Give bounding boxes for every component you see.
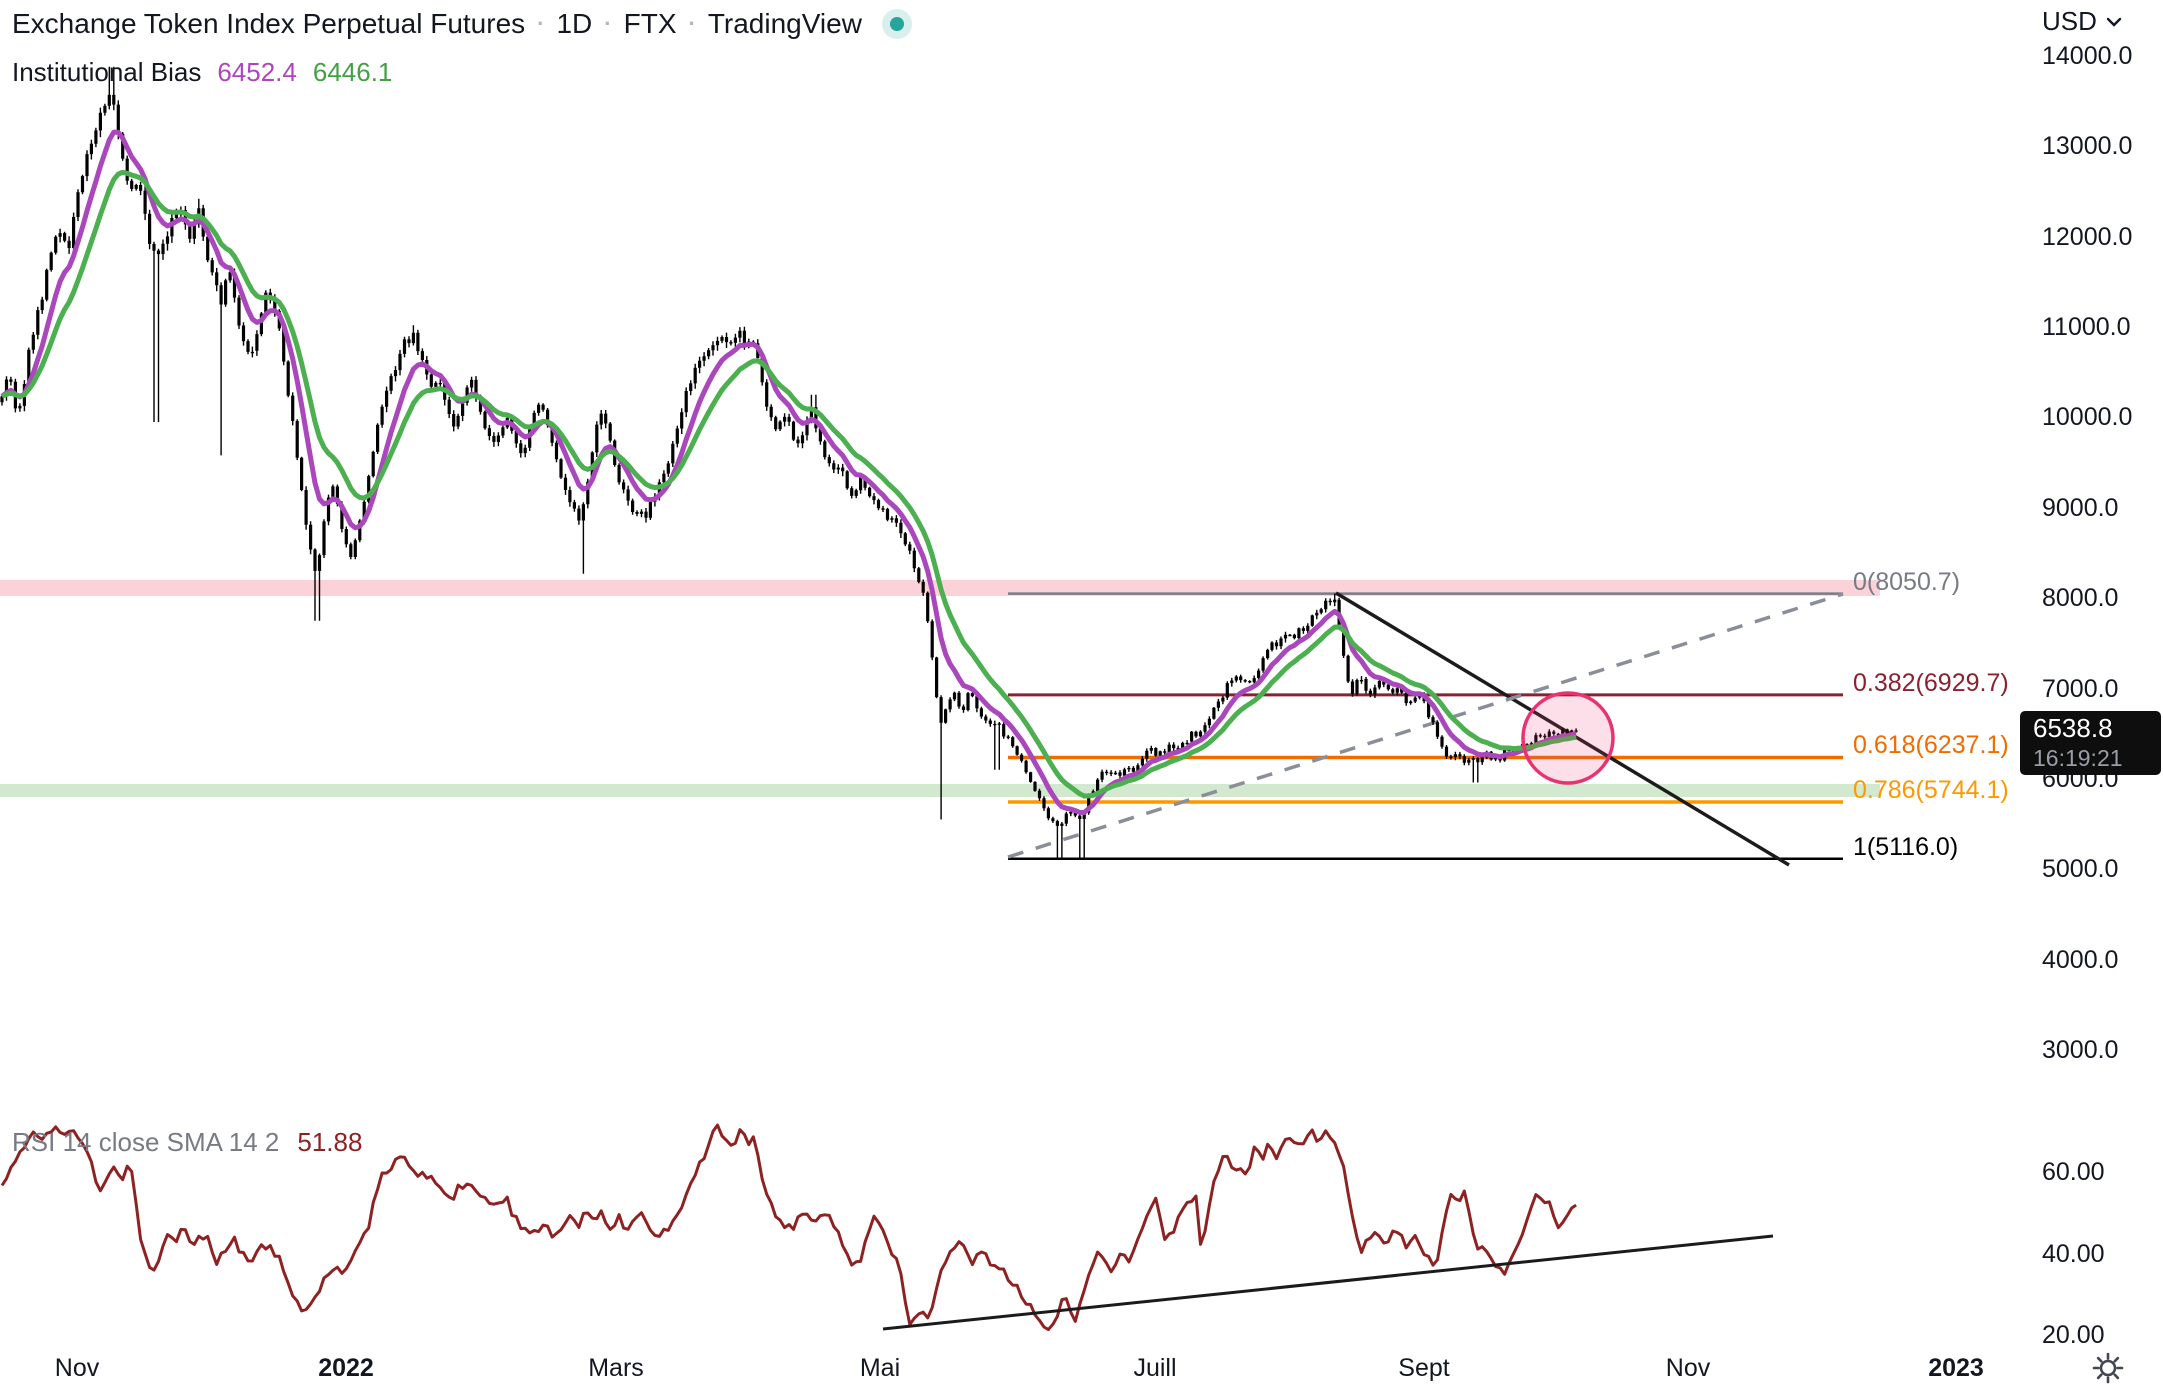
moving-averages [0,129,1577,815]
price-axis-label: 13000.0 [2042,132,2133,161]
time-axis-label: 2023 [1928,1354,1984,1382]
fib-level-label: 0.786(5744.1) [1853,776,2009,804]
separator-dot: · [537,11,545,36]
separator-dot: · [688,11,696,36]
symbol-header[interactable]: Exchange Token Index Perpetual Futures ·… [12,8,912,40]
symbol-title[interactable]: Exchange Token Index Perpetual Futures [12,8,526,39]
candlesticks [0,66,1578,859]
interval-label[interactable]: 1D [556,8,593,39]
rsi-axis-label: 20.00 [2042,1321,2105,1349]
support-zone [0,784,1880,797]
time-axis-label: Mars [588,1354,644,1382]
rising-dashed-support [1007,592,1844,859]
fib-level-label: 0.618(6237.1) [1853,731,2009,760]
time-axis-label: Juill [1133,1354,1177,1382]
market-status-core [889,17,904,31]
time-axis-label: Nov [54,1354,100,1382]
indicator-legend[interactable]: Institutional Bias 6452.4 6446.1 [12,57,392,88]
time-axis-label: Nov [1665,1354,1711,1382]
price-axis-label: 9000.0 [2042,493,2119,522]
rsi-legend[interactable]: RSI 14 close SMA 14 2 51.88 [12,1127,362,1158]
last-price: 6538.8 [2033,713,2113,743]
price-axis-label: 8000.0 [2042,584,2119,613]
ma-line [0,169,1577,799]
currency-label: USD [2042,6,2097,36]
last-price-badge: 6538.8 16:19:21 [2020,711,2161,775]
price-axis-label: 11000.0 [2042,313,2131,342]
rsi-plot [0,1123,1774,1332]
market-status-icon[interactable] [881,9,912,39]
price-axis-label: 3000.0 [2042,1035,2119,1064]
countdown-timer: 16:19:21 [2033,745,2123,771]
fib-level-label: 1(5116.0) [1853,832,1959,861]
platform-label: TradingView [707,8,862,39]
exchange-label[interactable]: FTX [623,8,677,39]
indicator-name[interactable]: Institutional Bias [12,57,202,87]
price-axis-label: 12000.0 [2042,222,2133,251]
price-axis-label: 7000.0 [2042,674,2119,703]
ma-line [0,129,1577,815]
time-axis-label: Sept [1398,1354,1450,1382]
rsi-trendline [882,1234,1774,1331]
price-axis-label: 5000.0 [2042,855,2119,884]
highlight-circle [1521,691,1615,785]
time-axis-label: Mai [859,1354,901,1382]
settings-sun-icon[interactable] [2088,1348,2128,1388]
separator-dot: · [604,11,612,36]
fib-level-label: 0(8050.7) [1853,567,1961,596]
rsi-value: 51.88 [297,1127,363,1157]
indicator-slow-value: 6446.1 [312,57,393,87]
trendlines [1007,591,1844,867]
time-axis-label: 2022 [318,1354,374,1382]
currency-selector[interactable]: USD [2042,6,2123,37]
rsi-axis-label: 40.00 [2042,1239,2105,1268]
chevron-down-icon [2106,17,2122,27]
price-axis-label: 14000.0 [2042,42,2133,70]
price-axis-label: 10000.0 [2042,403,2133,432]
price-axis-label: 4000.0 [2042,945,2119,974]
rsi-name[interactable]: RSI 14 close SMA 14 2 [12,1127,280,1157]
indicator-fast-value: 6452.4 [217,57,297,87]
rsi-axis-label: 60.00 [2042,1158,2105,1186]
fib-level-label: 0.382(6929.7) [1853,668,2009,697]
